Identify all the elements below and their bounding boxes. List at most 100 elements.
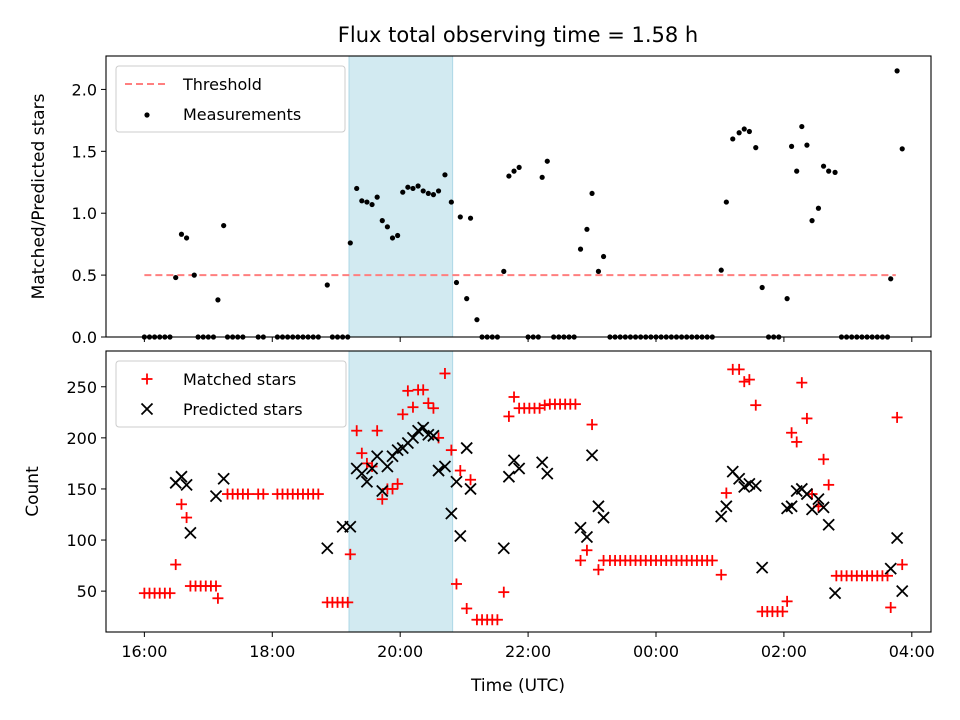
bottom-legend-box [115,360,347,428]
measurement-point [577,246,584,252]
bottom-x-tick-label: 02:00 [761,642,807,661]
measurement-point [753,145,759,151]
predicted-stars-series [169,421,909,600]
measurement-point [384,224,390,230]
top-y-tick-label: 2.0 [72,80,97,99]
matched-point [170,559,182,571]
predicted-point [365,462,379,475]
predicted-point [805,503,819,516]
matched-point [491,614,503,626]
bottom-x-tick-label: 00:00 [633,642,679,661]
measurement-point [374,194,380,200]
matched-point [427,402,439,414]
matched-point [720,487,732,499]
top-y-axis-label: Matched/Predicted stars [29,93,49,299]
predicted-point [464,482,477,496]
x-axis-label: Time (UTC) [470,676,565,696]
matched-point [539,399,551,411]
measurement-point [804,142,810,148]
predicted-point [733,472,746,485]
predicted-point [180,478,193,491]
bottom-y-axis-label: Count [23,466,43,517]
measurement-point [584,226,590,232]
measurement-point [415,183,421,189]
predicted-point [438,460,452,473]
matched-point [257,488,269,500]
predicted-point [376,484,389,498]
matched-point [439,367,451,379]
measurement-point [435,188,442,194]
predicted-point [884,562,897,575]
matched-point [417,384,429,396]
predicted-point [541,467,554,480]
matched-point [801,412,813,424]
predicted-point [715,510,728,523]
matched-point [312,488,324,500]
top-observing-span [348,55,454,338]
matched-point [806,488,818,500]
measurement-point [511,168,517,174]
measurement-point [741,126,747,132]
matched-point [212,592,224,604]
measurement-point [389,235,396,241]
measurement-point [799,123,805,130]
matched-point [896,559,908,571]
measurement-point [888,276,894,282]
measurement-point [364,199,370,205]
bottom-x-tick-label: 04:00 [889,642,935,661]
measurement-point [467,215,474,221]
matched-point [733,363,745,375]
legend-matched-swatch [141,373,153,385]
predicted-point [502,470,516,483]
matched-point [181,512,193,524]
predicted-point [507,454,521,467]
measurement-point [784,296,790,302]
matched-point [885,601,897,613]
measurement-point [809,218,815,224]
top-plot-frame [105,55,932,338]
measurement-point [442,172,448,178]
predicted-point [209,489,223,503]
legend-matched-label: Matched stars [183,370,296,389]
matched-point [891,411,903,423]
bottom-x-tick-label: 16:00 [121,642,167,661]
legend-measurements-label: Measurements [183,105,301,124]
predicted-point [597,511,610,524]
measurement-point [595,268,602,274]
predicted-point [812,493,825,506]
predicted-point [890,531,904,545]
predicted-point [574,521,587,534]
matched-point [371,425,383,437]
measurement-point [405,184,411,190]
predicted-point [460,441,473,455]
predicted-point [497,542,510,555]
predicted-point [720,500,733,513]
matched-point [508,391,520,403]
top-y-tick-label: 1.0 [72,204,97,223]
matched-point [351,425,363,437]
matched-point [592,564,604,576]
measurement-point [420,188,426,194]
bottom-plot-frame [105,350,932,633]
measurement-point [215,297,221,303]
top-y-tick-label: 0.5 [72,266,97,285]
predicted-point [417,421,430,434]
legend-threshold-label: Threshold [182,75,262,94]
measurement-point [453,279,460,286]
matched-point [407,401,419,413]
matched-point [503,410,515,422]
bottom-panel: 50 100 150 200 250 16:00 18:00 20:00 22:00 00:00… [23,350,935,696]
matched-point [750,399,762,411]
measurement-point [464,296,470,302]
predicted-point [371,450,384,463]
measurement-point [746,128,752,135]
chart-title: Flux total observing time = 1.58 h [338,23,698,47]
matched-point [164,587,176,599]
bottom-y-tick-label: 150 [66,480,97,499]
matched-point [738,376,750,388]
measurement-point [506,173,512,179]
matched-point [402,385,414,397]
predicted-point [896,584,909,598]
predicted-point [450,475,463,488]
